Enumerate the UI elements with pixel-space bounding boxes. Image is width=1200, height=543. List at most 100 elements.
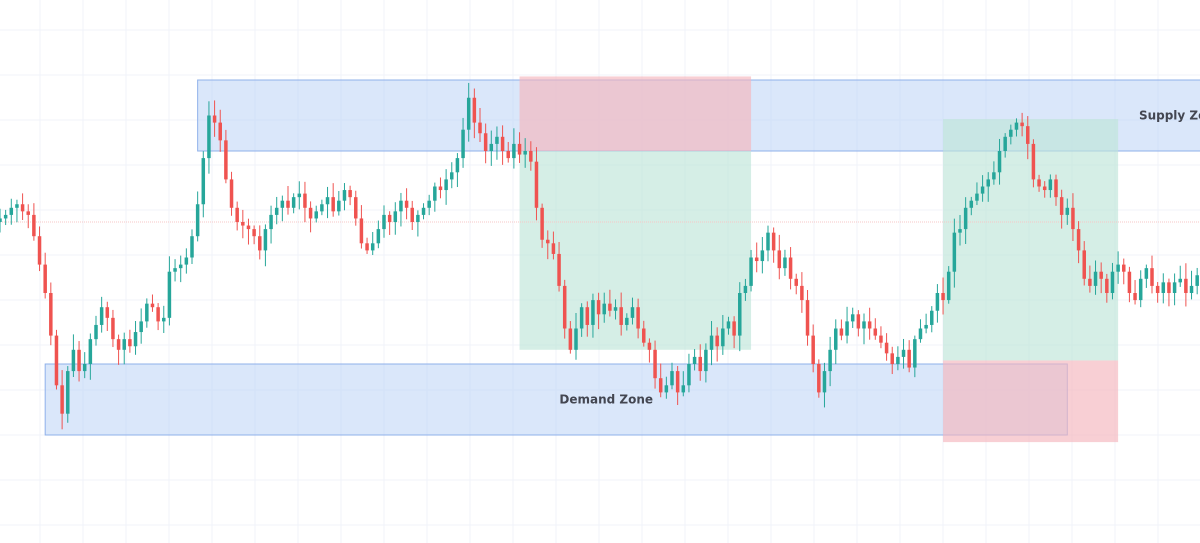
- candle-body-up: [320, 204, 324, 212]
- candle-body-down: [698, 356, 702, 372]
- candle-body-down: [483, 133, 488, 151]
- candle-body-down: [111, 317, 115, 340]
- candle-body-up: [992, 172, 996, 180]
- candle-body-down: [619, 307, 623, 325]
- candle-body-down: [410, 207, 414, 222]
- candle-body-down: [331, 197, 335, 212]
- candle-body-up: [190, 236, 194, 258]
- candle-body-down: [1088, 278, 1092, 286]
- candle-body-up: [918, 328, 923, 340]
- candle-body-down: [551, 243, 556, 254]
- candle-body-up: [455, 158, 460, 173]
- candle-body-up: [376, 229, 381, 244]
- candle-body-up: [625, 317, 629, 325]
- candle-body-down: [116, 339, 121, 350]
- candle-body-up: [845, 321, 849, 336]
- candle-body-down: [20, 204, 25, 212]
- candle-body-down: [715, 335, 719, 347]
- candle-body-up: [1110, 271, 1115, 293]
- candle-body-up: [738, 293, 742, 336]
- candle-body-down: [568, 328, 573, 350]
- candle-body-down: [49, 293, 53, 336]
- candle-body-down: [788, 257, 793, 279]
- candle-body-down: [732, 321, 736, 336]
- candle-body-down: [771, 232, 776, 251]
- candle-body-down: [1059, 197, 1064, 215]
- candle-body-down: [1082, 250, 1086, 279]
- candle-body-up: [1144, 268, 1149, 279]
- candle-body-down: [224, 140, 228, 180]
- candle-body-down: [1054, 179, 1058, 198]
- candle-body-down: [867, 321, 872, 329]
- candle-body-up: [297, 193, 302, 198]
- candle-body-up: [71, 349, 76, 372]
- candle-body-up: [145, 303, 149, 322]
- candle-body-up: [99, 307, 104, 325]
- candle-body-down: [1133, 293, 1137, 301]
- candle-body-down: [1150, 268, 1154, 286]
- candle-body-up: [670, 371, 674, 386]
- candle-body-up: [512, 143, 516, 159]
- candle-body-down: [642, 328, 646, 343]
- candle-body-down: [235, 207, 239, 222]
- candle-body-down: [856, 314, 861, 329]
- candle-body-down: [32, 214, 36, 237]
- candle-body-down: [879, 335, 883, 343]
- candle-body-up: [162, 317, 166, 322]
- candle-body-up: [901, 349, 906, 357]
- candle-body-down: [1076, 229, 1081, 251]
- candle-body-down: [26, 211, 30, 215]
- candle-body-up: [850, 314, 855, 322]
- candle-body-up: [416, 214, 420, 222]
- candle-body-up: [1093, 271, 1098, 286]
- candle-body-down: [873, 328, 878, 336]
- candle-body-up: [274, 207, 279, 215]
- candle-body-down: [636, 307, 640, 329]
- candle-body-down: [1155, 285, 1160, 293]
- candles-layer: [0, 82, 1199, 430]
- candle-body-up: [681, 385, 686, 393]
- candle-body-up: [896, 356, 900, 364]
- candle-body-down: [506, 151, 510, 159]
- candle-body-up: [325, 197, 330, 205]
- candle-body-up: [433, 186, 437, 201]
- demand-zone-label: Demand Zone: [559, 393, 653, 407]
- candle-body-up: [579, 307, 584, 329]
- candle-body-down: [534, 161, 539, 208]
- short-take-profit-area: [519, 151, 752, 350]
- candle-body-up: [986, 179, 990, 187]
- candle-body-down: [608, 303, 612, 311]
- candle-body-up: [687, 364, 691, 386]
- candle-body-up: [1178, 278, 1182, 283]
- candle-body-down: [653, 349, 657, 379]
- candle-body-up: [664, 385, 669, 393]
- candle-body-up: [399, 200, 403, 212]
- candle-body-down: [675, 371, 680, 393]
- candle-body-up: [613, 307, 618, 311]
- candle-body-up: [421, 207, 426, 215]
- candle-body-up: [15, 204, 19, 208]
- candle-body-down: [1020, 122, 1024, 127]
- candle-body-down: [540, 207, 544, 240]
- candle-body-down: [246, 225, 251, 230]
- candle-body-down: [212, 115, 217, 123]
- candle-body-up: [1195, 275, 1199, 286]
- candle-body-up: [201, 158, 206, 205]
- candle-body-down: [472, 97, 477, 123]
- long-stop-loss-area: [943, 360, 1119, 443]
- candle-body-down: [77, 349, 81, 372]
- candle-body-up: [393, 211, 398, 222]
- candle-body-down: [348, 190, 352, 198]
- candle-body-up: [173, 268, 177, 272]
- candle-body-up: [122, 339, 126, 350]
- candle-body-up: [1138, 278, 1143, 301]
- candle-body-up: [466, 97, 471, 130]
- candle-body-down: [43, 264, 47, 293]
- candle-body-down: [128, 339, 132, 347]
- candle-body-down: [811, 335, 815, 364]
- candle-body-up: [969, 200, 974, 208]
- candle-body-down: [1026, 126, 1030, 144]
- candle-body-down: [286, 200, 290, 208]
- candle-body-down: [884, 342, 889, 354]
